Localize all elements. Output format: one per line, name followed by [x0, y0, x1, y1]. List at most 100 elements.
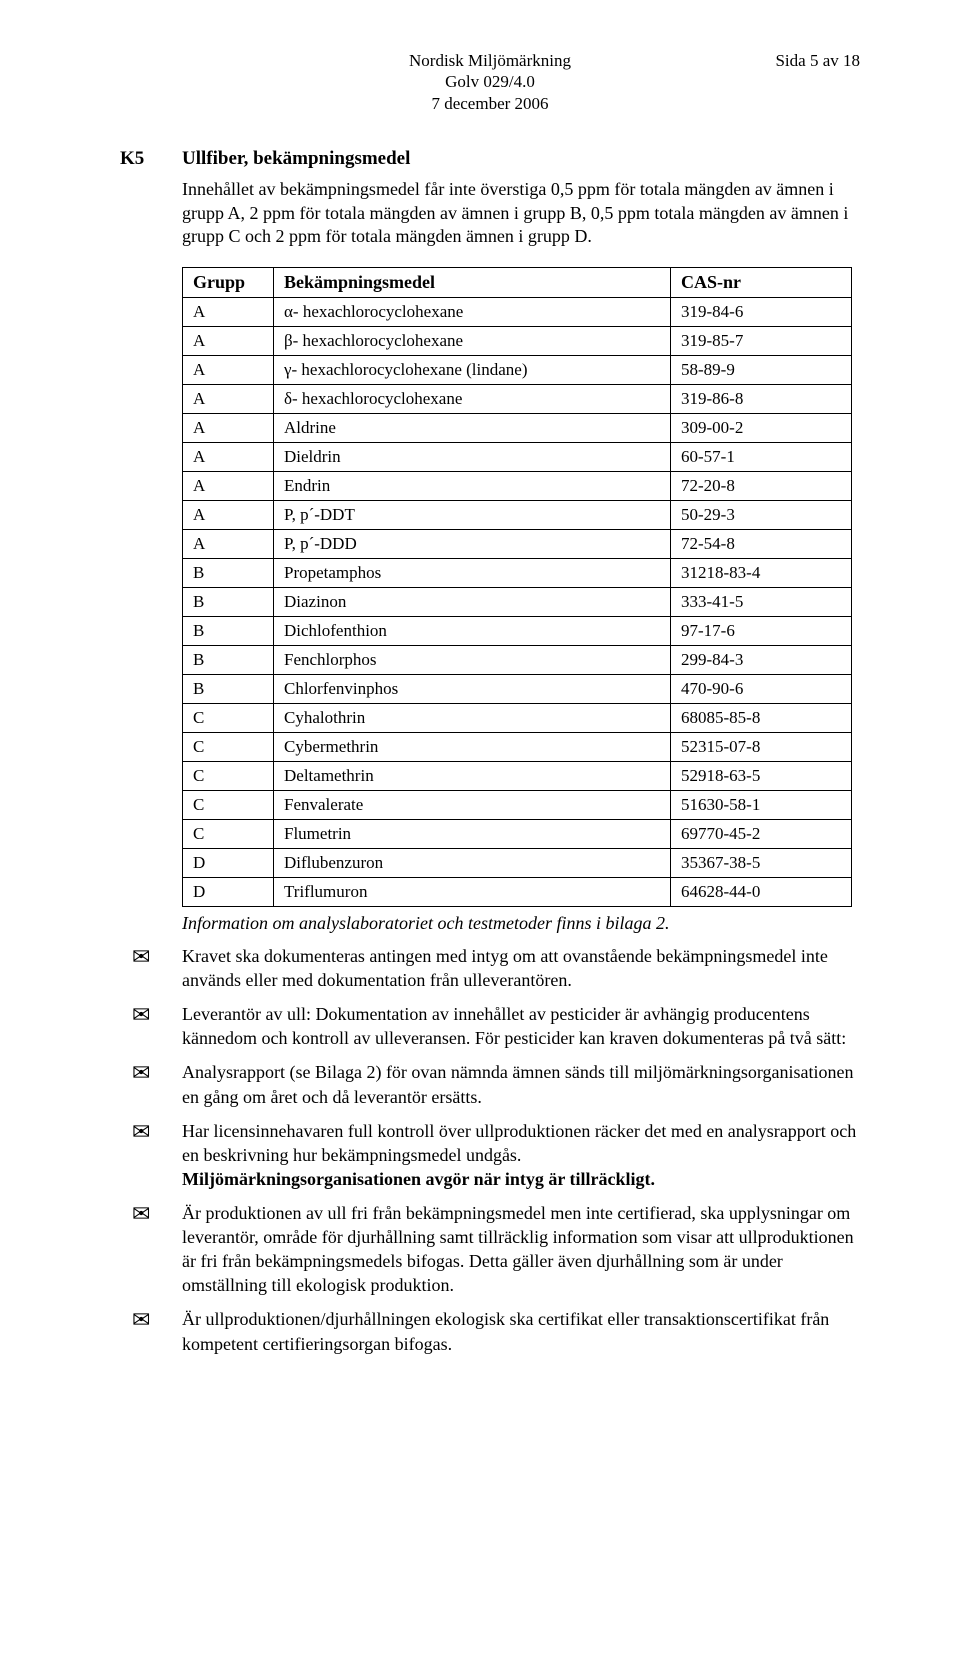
- table-row: AAldrine309-00-2: [183, 414, 852, 443]
- table-row: AEndrin72-20-8: [183, 472, 852, 501]
- table-row: ADieldrin60-57-1: [183, 443, 852, 472]
- note-text: Har licensinnehavaren full kontroll över…: [182, 1119, 860, 1191]
- section-code: K5: [120, 148, 182, 170]
- cell-substance: δ- hexachlorocyclohexane: [274, 385, 671, 414]
- cell-cas: 68085-85-8: [671, 704, 852, 733]
- cell-cas: 97-17-6: [671, 617, 852, 646]
- table-row: DTriflumuron64628-44-0: [183, 878, 852, 907]
- cell-group: C: [183, 704, 274, 733]
- envelope-icon: ✉: [132, 1060, 182, 1108]
- cell-cas: 58-89-9: [671, 356, 852, 385]
- cell-substance: γ- hexachlorocyclohexane (lindane): [274, 356, 671, 385]
- table-row: Aδ- hexachlorocyclohexane319-86-8: [183, 385, 852, 414]
- table-row: Aβ- hexachlorocyclohexane319-85-7: [183, 327, 852, 356]
- cell-substance: β- hexachlorocyclohexane: [274, 327, 671, 356]
- section-title: Ullfiber, bekämpningsmedel: [182, 148, 410, 170]
- cell-group: B: [183, 559, 274, 588]
- cell-substance: Deltamethrin: [274, 762, 671, 791]
- cell-cas: 319-84-6: [671, 298, 852, 327]
- note-item: ✉Är ullproduktionen/djurhållningen ekolo…: [132, 1307, 860, 1355]
- cell-cas: 64628-44-0: [671, 878, 852, 907]
- cell-substance: Fenvalerate: [274, 791, 671, 820]
- note-item: ✉Är produktionen av ull fri från bekämpn…: [132, 1201, 860, 1297]
- cell-group: A: [183, 298, 274, 327]
- table-row: AP, p´-DDT50-29-3: [183, 501, 852, 530]
- cell-cas: 470-90-6: [671, 675, 852, 704]
- page-header: Nordisk Miljömärkning Golv 029/4.0 7 dec…: [120, 50, 860, 114]
- cell-cas: 51630-58-1: [671, 791, 852, 820]
- table-row: AP, p´-DDD72-54-8: [183, 530, 852, 559]
- cas-table: Grupp Bekämpningsmedel CAS-nr Aα- hexach…: [182, 267, 852, 907]
- cell-cas: 52918-63-5: [671, 762, 852, 791]
- cell-group: D: [183, 849, 274, 878]
- note-text: Är produktionen av ull fri från bekämpni…: [182, 1201, 860, 1297]
- table-row: CCybermethrin52315-07-8: [183, 733, 852, 762]
- table-row: BPropetamphos31218-83-4: [183, 559, 852, 588]
- cell-group: A: [183, 327, 274, 356]
- table-row: CCyhalothrin68085-85-8: [183, 704, 852, 733]
- note-text: Leverantör av ull: Dokumentation av inne…: [182, 1002, 860, 1050]
- cell-group: C: [183, 820, 274, 849]
- envelope-icon: ✉: [132, 1002, 182, 1050]
- cell-group: A: [183, 356, 274, 385]
- cell-cas: 319-85-7: [671, 327, 852, 356]
- cell-cas: 309-00-2: [671, 414, 852, 443]
- table-row: BChlorfenvinphos470-90-6: [183, 675, 852, 704]
- info-line: Information om analyslaboratoriet och te…: [182, 913, 860, 934]
- header-page-number: Sida 5 av 18: [775, 50, 860, 71]
- cell-cas: 52315-07-8: [671, 733, 852, 762]
- cell-substance: Fenchlorphos: [274, 646, 671, 675]
- cell-substance: Cybermethrin: [274, 733, 671, 762]
- note-text: Analysrapport (se Bilaga 2) för ovan näm…: [182, 1060, 860, 1108]
- table-row: CFenvalerate51630-58-1: [183, 791, 852, 820]
- cell-substance: α- hexachlorocyclohexane: [274, 298, 671, 327]
- cell-cas: 50-29-3: [671, 501, 852, 530]
- cell-group: D: [183, 878, 274, 907]
- th-group: Grupp: [183, 268, 274, 298]
- cell-substance: Cyhalothrin: [274, 704, 671, 733]
- table-row: BDiazinon333-41-5: [183, 588, 852, 617]
- note-text: Är ullproduktionen/djurhållningen ekolog…: [182, 1307, 860, 1355]
- cell-cas: 69770-45-2: [671, 820, 852, 849]
- cell-group: B: [183, 675, 274, 704]
- note-item: ✉Har licensinnehavaren full kontroll öve…: [132, 1119, 860, 1191]
- cell-group: C: [183, 733, 274, 762]
- page: Nordisk Miljömärkning Golv 029/4.0 7 dec…: [0, 0, 960, 1426]
- cell-group: C: [183, 762, 274, 791]
- section-intro: Innehållet av bekämpningsmedel får inte …: [182, 178, 860, 249]
- note-item: ✉Analysrapport (se Bilaga 2) för ovan nä…: [132, 1060, 860, 1108]
- cell-cas: 319-86-8: [671, 385, 852, 414]
- cell-substance: Dichlofenthion: [274, 617, 671, 646]
- header-line3: 7 december 2006: [409, 93, 571, 114]
- cell-group: A: [183, 385, 274, 414]
- cell-group: A: [183, 530, 274, 559]
- header-line1: Nordisk Miljömärkning: [409, 50, 571, 71]
- table-row: Aγ- hexachlorocyclohexane (lindane)58-89…: [183, 356, 852, 385]
- cell-cas: 35367-38-5: [671, 849, 852, 878]
- table-row: BDichlofenthion97-17-6: [183, 617, 852, 646]
- cell-substance: Flumetrin: [274, 820, 671, 849]
- cell-substance: Endrin: [274, 472, 671, 501]
- table-row: Aα- hexachlorocyclohexane319-84-6: [183, 298, 852, 327]
- envelope-icon: ✉: [132, 1119, 182, 1191]
- cell-cas: 72-20-8: [671, 472, 852, 501]
- table-row: CFlumetrin69770-45-2: [183, 820, 852, 849]
- cell-group: A: [183, 472, 274, 501]
- cell-substance: Dieldrin: [274, 443, 671, 472]
- note-item: ✉Leverantör av ull: Dokumentation av inn…: [132, 1002, 860, 1050]
- cell-substance: Propetamphos: [274, 559, 671, 588]
- table-row: CDeltamethrin52918-63-5: [183, 762, 852, 791]
- cell-substance: P, p´-DDD: [274, 530, 671, 559]
- cell-group: B: [183, 588, 274, 617]
- header-line2: Golv 029/4.0: [409, 71, 571, 92]
- cell-group: A: [183, 501, 274, 530]
- header-center: Nordisk Miljömärkning Golv 029/4.0 7 dec…: [409, 50, 571, 114]
- cell-substance: Diflubenzuron: [274, 849, 671, 878]
- cell-group: C: [183, 791, 274, 820]
- cell-group: B: [183, 617, 274, 646]
- cell-cas: 72-54-8: [671, 530, 852, 559]
- cell-substance: Diazinon: [274, 588, 671, 617]
- th-substance: Bekämpningsmedel: [274, 268, 671, 298]
- cell-substance: P, p´-DDT: [274, 501, 671, 530]
- note-text: Kravet ska dokumenteras antingen med int…: [182, 944, 860, 992]
